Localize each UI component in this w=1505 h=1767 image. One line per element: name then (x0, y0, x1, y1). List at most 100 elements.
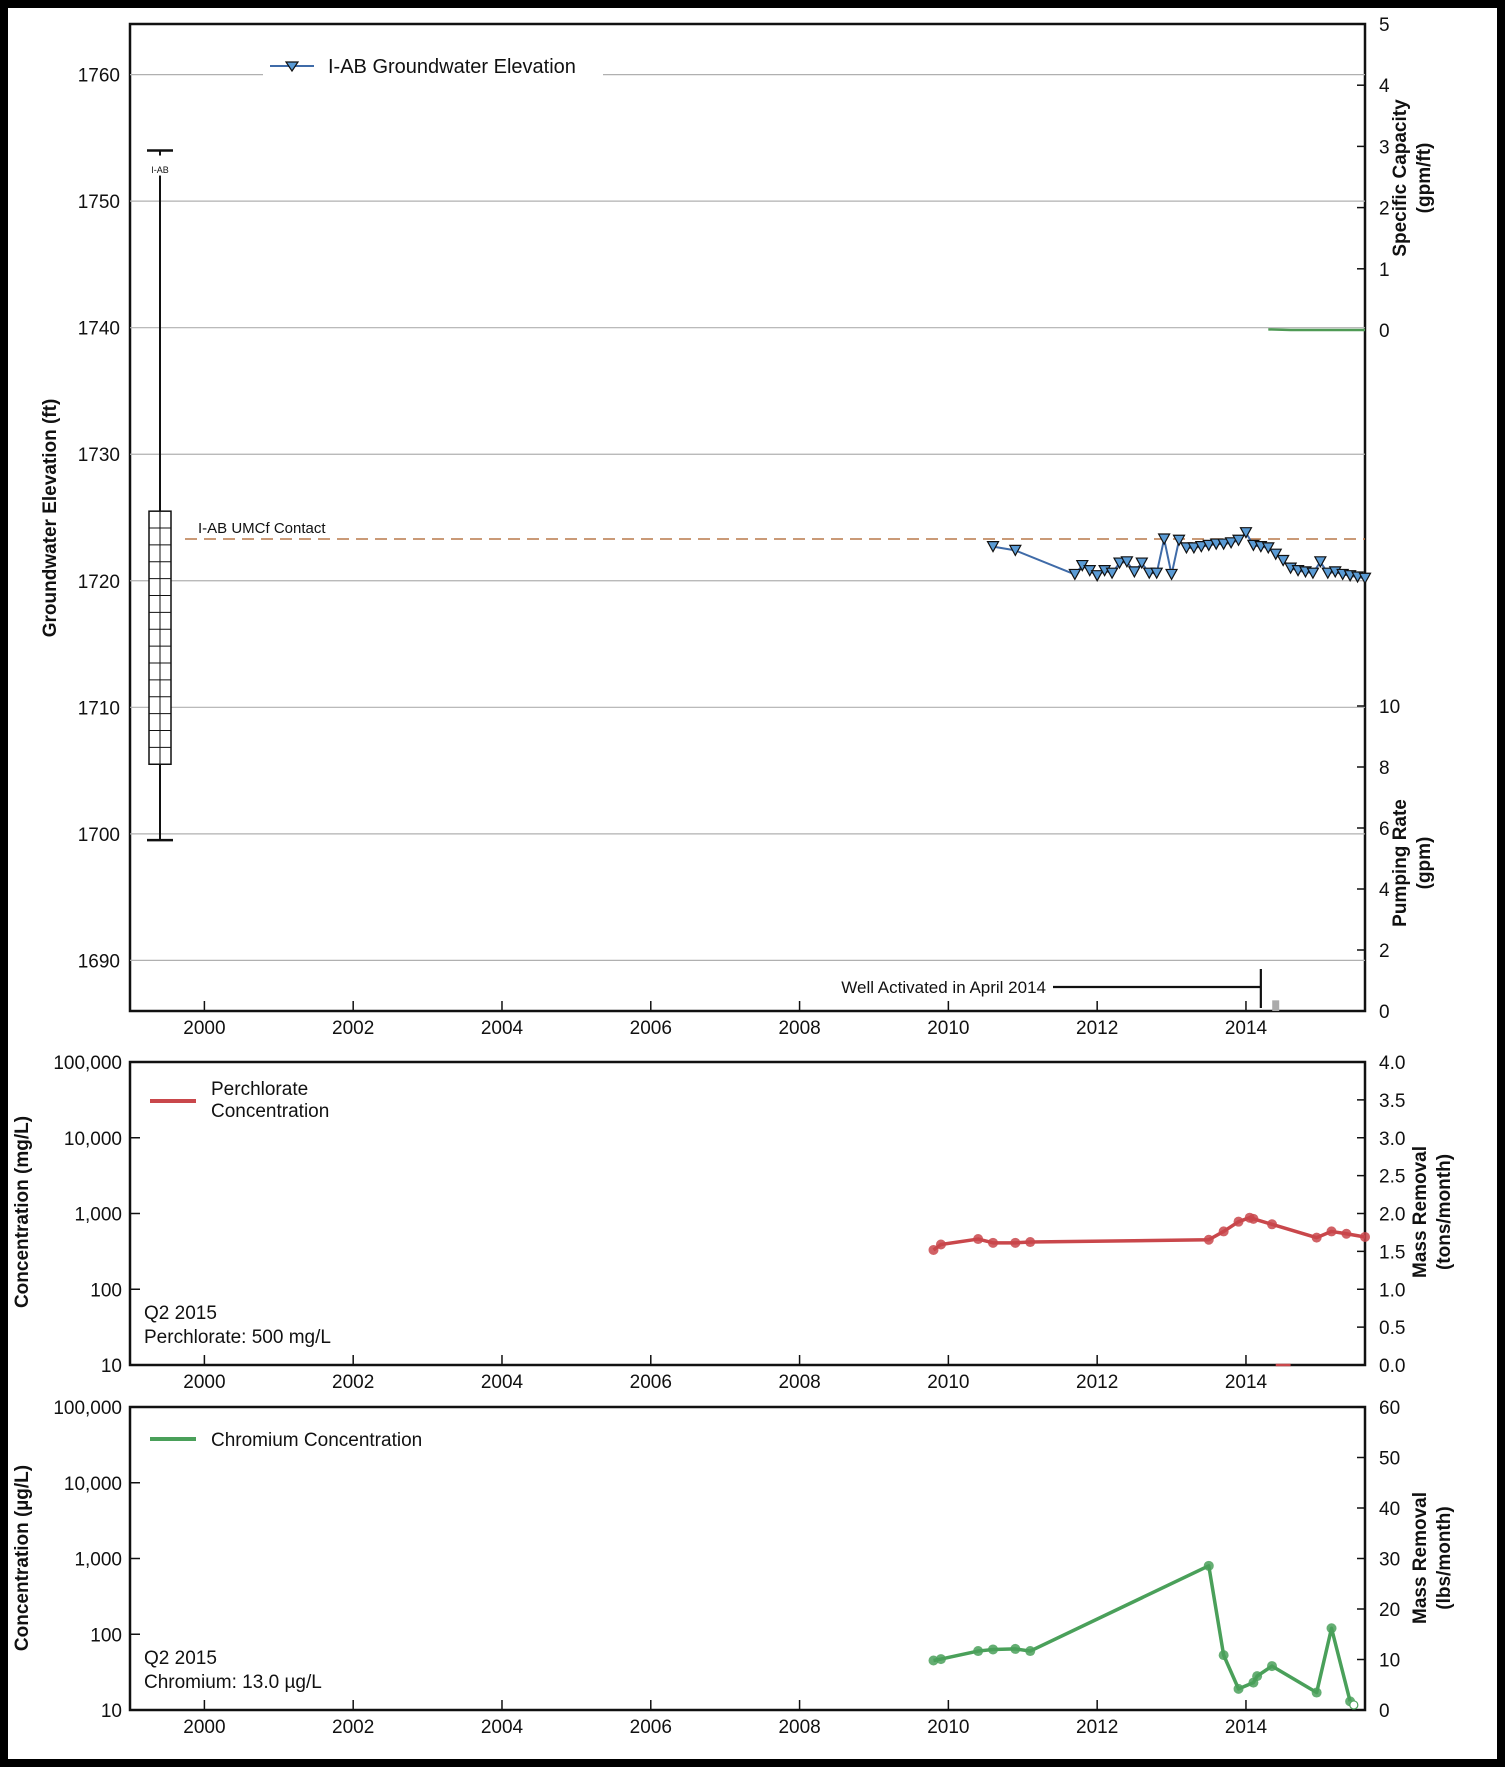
specific-capacity-ticks: 0 1 2 3 4 5 (1357, 15, 1390, 342)
chromium-point (1218, 1650, 1229, 1661)
right-tick-label: 1 (1379, 260, 1390, 281)
right-tick-label: 40 (1379, 1499, 1400, 1520)
x-tick-label: 2000 (183, 1018, 225, 1039)
groundwater-grid (130, 74, 1365, 961)
groundwater-point (1068, 568, 1082, 581)
y-tick-label: 1730 (78, 445, 120, 466)
well-construction-diagram (147, 149, 173, 842)
y-tick-label: 10,000 (64, 1474, 122, 1495)
right-tick-label: 50 (1379, 1449, 1400, 1470)
groundwater-point (1306, 567, 1320, 580)
perchlorate-x-ticks: 2000 2002 2004 2006 2008 2010 2012 2014 (183, 1355, 1268, 1393)
perchlorate-point (1248, 1213, 1259, 1224)
perchlorate-line (932, 1215, 1366, 1252)
chromium-point (973, 1646, 984, 1657)
right-tick-label: 4 (1379, 880, 1390, 901)
y-tick-label: 100,000 (53, 1053, 122, 1074)
groundwater-plot-frame (128, 22, 1367, 1013)
pumping-rate-axis-label: Pumping Rate (1390, 799, 1411, 927)
perchlorate-mass-axis-label: Mass Removal (1410, 1146, 1431, 1278)
chromium-mass-axis-label: Mass Removal (1410, 1492, 1431, 1624)
y-tick-label: 1720 (78, 572, 120, 593)
pumping-rate-axis-unit: (gpm) (1414, 837, 1435, 890)
groundwater-point (1269, 548, 1283, 561)
groundwater-point (1239, 527, 1253, 539)
right-tick-label: 0.0 (1379, 1356, 1405, 1377)
right-tick-label: 10 (1379, 1651, 1400, 1672)
chromium-point (988, 1644, 999, 1655)
right-tick-label: 2.0 (1379, 1205, 1405, 1226)
groundwater-point (1202, 539, 1216, 552)
perchlorate-point (1341, 1228, 1352, 1239)
groundwater-point (1090, 570, 1104, 582)
x-tick-label: 2012 (1076, 1372, 1118, 1393)
x-tick-label: 2012 (1076, 1018, 1118, 1039)
perchlorate-point (1267, 1219, 1278, 1230)
perchlorate-point (1025, 1237, 1036, 1248)
perchlorate-mass-removal-ticks: 0.0 0.5 1.0 1.5 2.0 2.5 3.0 3.5 4.0 (1357, 1053, 1405, 1377)
x-tick-label: 2014 (1225, 1372, 1268, 1393)
chromium-note-value: Chromium: 13.0 µg/L (144, 1672, 322, 1693)
well-label-background (154, 155, 166, 176)
groundwater-point (1232, 534, 1246, 547)
perchlorate-point (1218, 1226, 1229, 1237)
perchlorate-mass-axis-unit: (tons/month) (1434, 1154, 1455, 1270)
perchlorate-legend: Perchlorate Concentration (150, 1079, 329, 1122)
groundwater-point (1165, 568, 1179, 581)
groundwater-series (986, 328, 1372, 1011)
x-tick-label: 2014 (1225, 1018, 1268, 1039)
perchlorate-point (1233, 1216, 1244, 1227)
right-tick-label: 0 (1379, 321, 1390, 342)
x-tick-label: 2008 (778, 1717, 820, 1738)
figure-sheet: 1690 1700 1710 1720 1730 1740 1750 1760 2000 200… (8, 8, 1497, 1759)
perchlorate-panel: 10 100 1,000 10,000 100,000 2000 2002 2004 2006… (12, 1053, 1455, 1393)
right-tick-label: 6 (1379, 819, 1390, 840)
chromium-point (1203, 1560, 1214, 1571)
y-tick-label: 10 (101, 1701, 122, 1722)
y-tick-label: 1750 (78, 192, 120, 213)
groundwater-point (1321, 567, 1335, 580)
chromium-point (1252, 1671, 1263, 1682)
groundwater-legend-marker (284, 61, 300, 73)
right-tick-label: 5 (1379, 15, 1390, 36)
groundwater-point (1358, 572, 1372, 585)
chromium-series (928, 1560, 1359, 1710)
right-tick-label: 3 (1379, 137, 1390, 158)
x-tick-label: 2010 (927, 1018, 969, 1039)
y-tick-label: 1760 (78, 66, 120, 87)
groundwater-point (1105, 567, 1119, 580)
x-tick-label: 2000 (183, 1717, 225, 1738)
chromium-legend-label: Chromium Concentration (211, 1430, 422, 1451)
chromium-point (1267, 1661, 1278, 1672)
groundwater-point (1135, 557, 1149, 570)
right-tick-label: 2.5 (1379, 1167, 1405, 1188)
x-tick-label: 2006 (630, 1018, 672, 1039)
x-tick-label: 2010 (927, 1717, 969, 1738)
perchlorate-point (1203, 1234, 1214, 1245)
groundwater-point (1224, 537, 1238, 550)
chromium-legend: Chromium Concentration (150, 1430, 422, 1451)
right-tick-label: 20 (1379, 1600, 1400, 1621)
x-tick-label: 2006 (630, 1372, 672, 1393)
y-tick-label: 1,000 (74, 1550, 122, 1571)
chromium-point (1233, 1683, 1244, 1694)
groundwater-legend-box (263, 50, 603, 82)
chromium-line (933, 1564, 1352, 1702)
groundwater-point (1194, 541, 1208, 553)
groundwater-y-ticks: 1690 1700 1710 1720 1730 1740 1750 1760 (78, 66, 120, 973)
groundwater-point (986, 541, 1000, 553)
y-tick-label: 1690 (78, 951, 120, 972)
groundwater-legend-label: I-AB Groundwater Elevation (328, 56, 576, 78)
groundwater-point (1127, 566, 1141, 579)
perchlorate-point (928, 1244, 939, 1255)
groundwater-point (1112, 557, 1127, 570)
mass-removal-point (1349, 1700, 1359, 1710)
perchlorate-legend-label-line2: Concentration (211, 1101, 329, 1122)
groundwater-x-ticks: 2000 2002 2004 2006 2008 2010 2012 2014 (183, 1001, 1268, 1039)
specific-capacity-line (1268, 328, 1365, 332)
right-tick-label: 4 (1379, 76, 1390, 97)
